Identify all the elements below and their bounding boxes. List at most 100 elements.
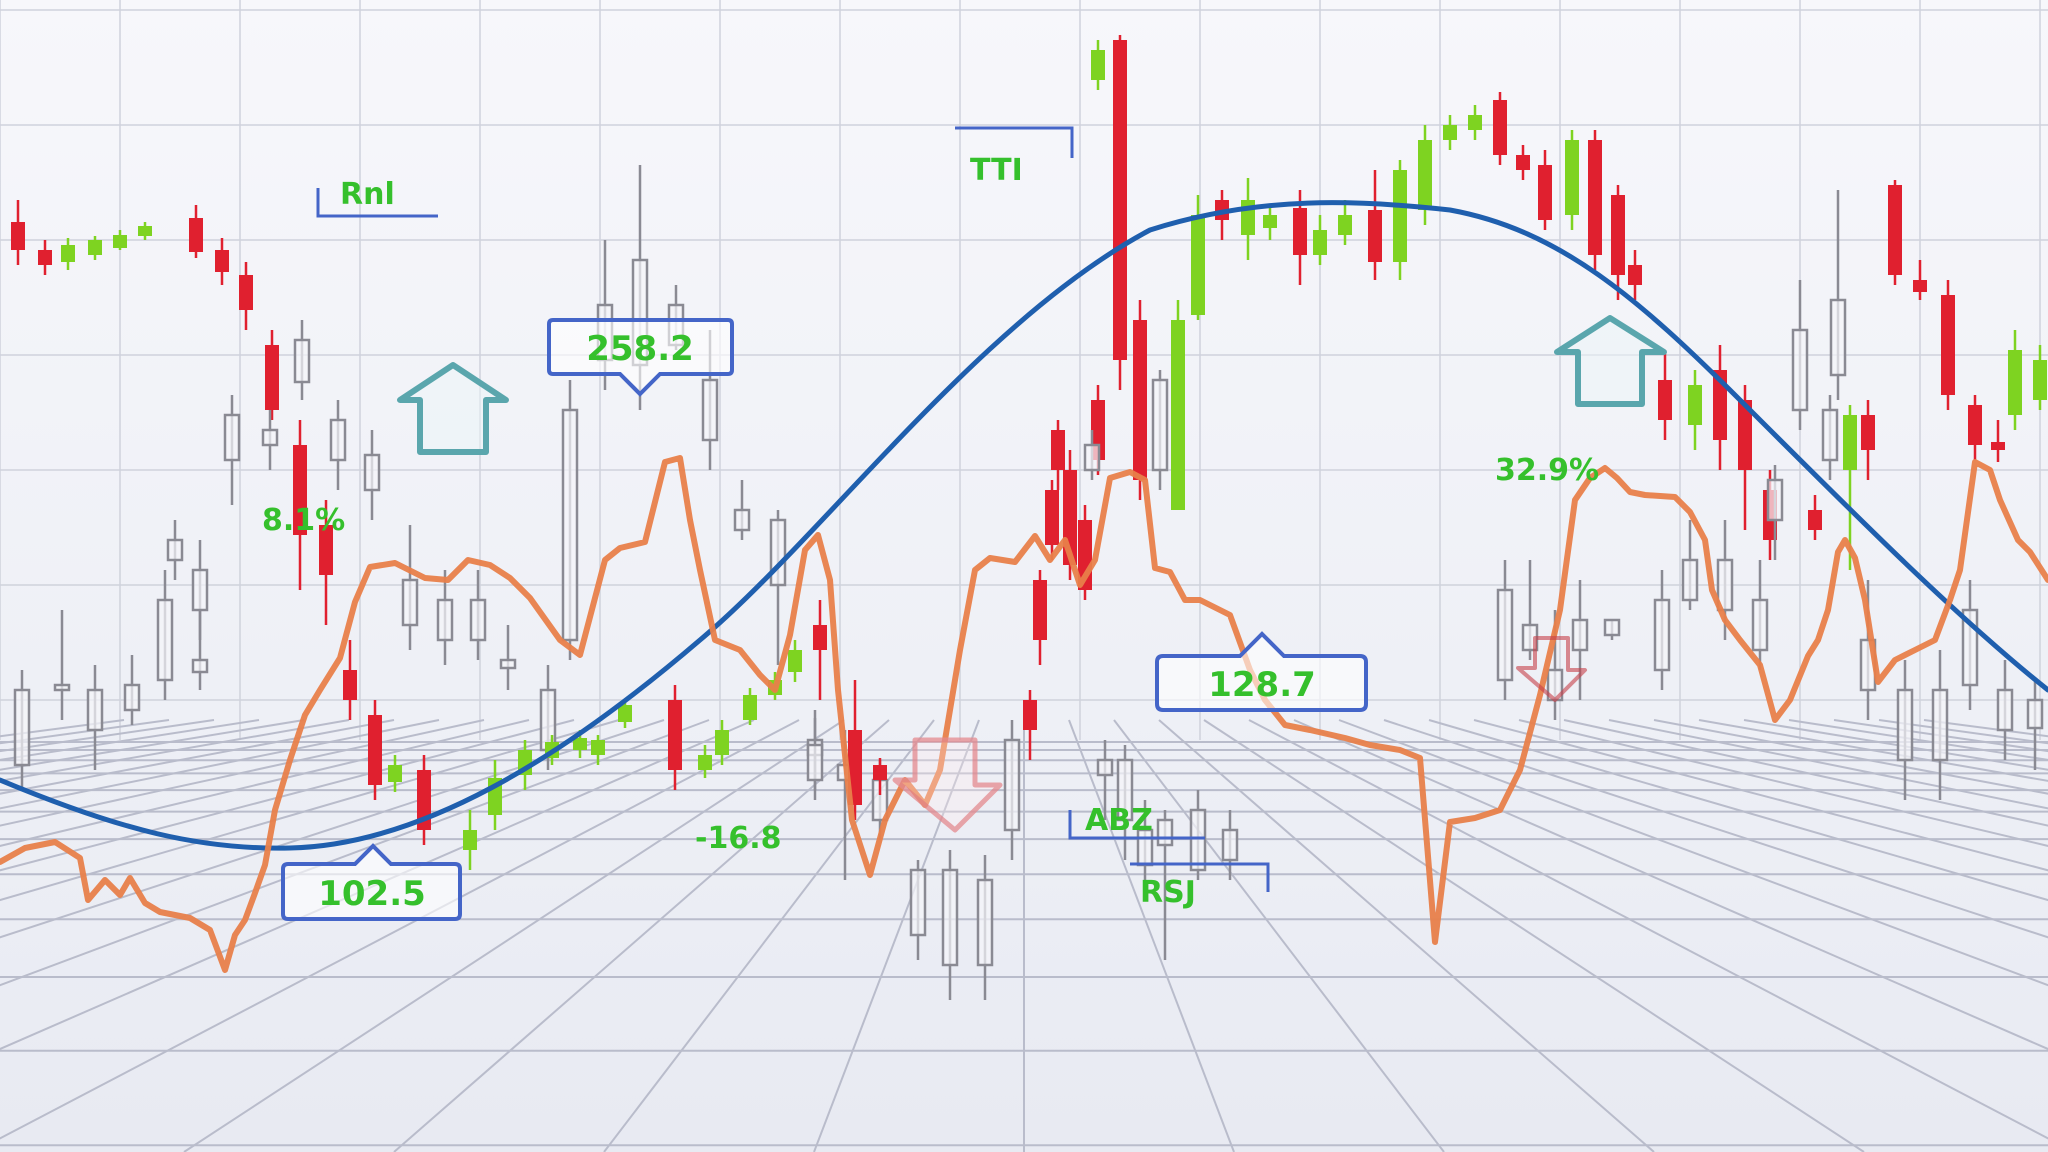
candlestick (191, 610, 209, 690)
candlestick (53, 610, 71, 720)
candle-body (873, 765, 887, 780)
candle-body (1116, 758, 1134, 822)
candle-body (329, 418, 347, 462)
candlestick (1003, 720, 1021, 860)
candlestick (1051, 420, 1065, 490)
candle-body (1083, 443, 1101, 472)
candle-body (319, 525, 333, 575)
down-arrow-icon (1516, 636, 1587, 702)
up-arrow-icon (397, 362, 509, 455)
candlestick (1338, 200, 1352, 245)
candlestick (1571, 580, 1589, 700)
candlestick (38, 240, 52, 275)
candle-body (436, 598, 454, 642)
candle-body (223, 413, 241, 462)
floor-grid-line (0, 719, 710, 987)
label-rsj: RSJ (1140, 875, 1196, 910)
candle-body (1393, 170, 1407, 262)
candlestick (2033, 345, 2047, 410)
candle-body (1791, 328, 1809, 412)
candle-body (469, 598, 487, 642)
candlestick (11, 200, 25, 265)
candlestick (1658, 350, 1672, 440)
candle-body (1628, 265, 1642, 285)
candlestick (1716, 520, 1734, 640)
candlestick (261, 410, 279, 470)
candle-body (1913, 280, 1927, 292)
floor-grid-line (0, 719, 755, 1051)
candle-body (1653, 598, 1671, 672)
candle-body (1968, 405, 1982, 445)
smooth-trend-curve (0, 200, 2048, 851)
candlestick (618, 700, 632, 728)
candlestick (1083, 430, 1101, 480)
candle-body (1888, 185, 1902, 275)
candlestick (1791, 280, 1809, 430)
candlestick (1443, 115, 1457, 150)
candlestick (848, 680, 862, 820)
candle-body (1611, 195, 1625, 275)
candle-body (2026, 698, 2044, 730)
floor-grid-line (1653, 719, 2048, 795)
candle-body (941, 868, 959, 967)
candle-body (13, 688, 31, 767)
candle-body (1493, 100, 1507, 155)
candlestick (215, 238, 229, 285)
candlestick (743, 688, 757, 725)
candle-body (1716, 558, 1734, 612)
candle-body (1861, 415, 1875, 450)
candlestick (813, 600, 827, 700)
candle-body (191, 568, 209, 612)
bracket-rnl (316, 188, 438, 218)
label-tti: TTI (970, 153, 1023, 188)
candlestick (319, 500, 333, 625)
candlestick (1603, 618, 1621, 640)
candlestick (1896, 660, 1914, 800)
candlestick (1113, 35, 1127, 390)
candle-body (215, 250, 229, 272)
candle-body (715, 730, 729, 755)
candle-body (499, 658, 517, 670)
floor-grid-line (0, 719, 485, 827)
candle-body (1571, 618, 1589, 652)
candle-body (1896, 688, 1914, 762)
candle-body (388, 765, 402, 782)
candle-body (86, 688, 104, 732)
floor-grid-line (1248, 719, 2048, 1140)
candlestick (1751, 560, 1769, 670)
candle-body (38, 250, 52, 265)
candle-body (1045, 490, 1059, 545)
candlestick (788, 640, 802, 682)
label-neg-value: -16.8 (695, 821, 781, 856)
floor-grid-line (0, 719, 395, 795)
candle-body (1766, 478, 1784, 522)
candle-body (11, 222, 25, 250)
candle-body (1221, 828, 1239, 862)
candle-body (733, 508, 751, 532)
candle-body (1191, 215, 1205, 315)
candlestick (976, 855, 994, 1000)
floor-grid-line (1608, 719, 2048, 810)
candle-body (61, 245, 75, 262)
candlestick (1091, 40, 1105, 90)
candle-body (1171, 320, 1185, 510)
candle-body (1443, 125, 1457, 140)
candlestick (388, 755, 402, 792)
candle-body (2033, 360, 2047, 400)
candlestick (1681, 520, 1699, 610)
candle-body (1033, 580, 1047, 640)
candle-body (1713, 370, 1727, 440)
candle-body (1751, 598, 1769, 652)
candle-body (1821, 408, 1839, 462)
candle-body (1681, 558, 1699, 602)
candle-body (166, 538, 184, 562)
candle-body (191, 658, 209, 674)
candlestick (1368, 170, 1382, 280)
candle-body (1338, 215, 1352, 235)
candle-body (1051, 430, 1065, 470)
candlestick (265, 330, 279, 420)
floor-grid-line (1293, 719, 2048, 1051)
candlestick (223, 395, 241, 505)
floor-grid-line (0, 719, 800, 1140)
badge-1-value: 258.2 (586, 329, 694, 369)
